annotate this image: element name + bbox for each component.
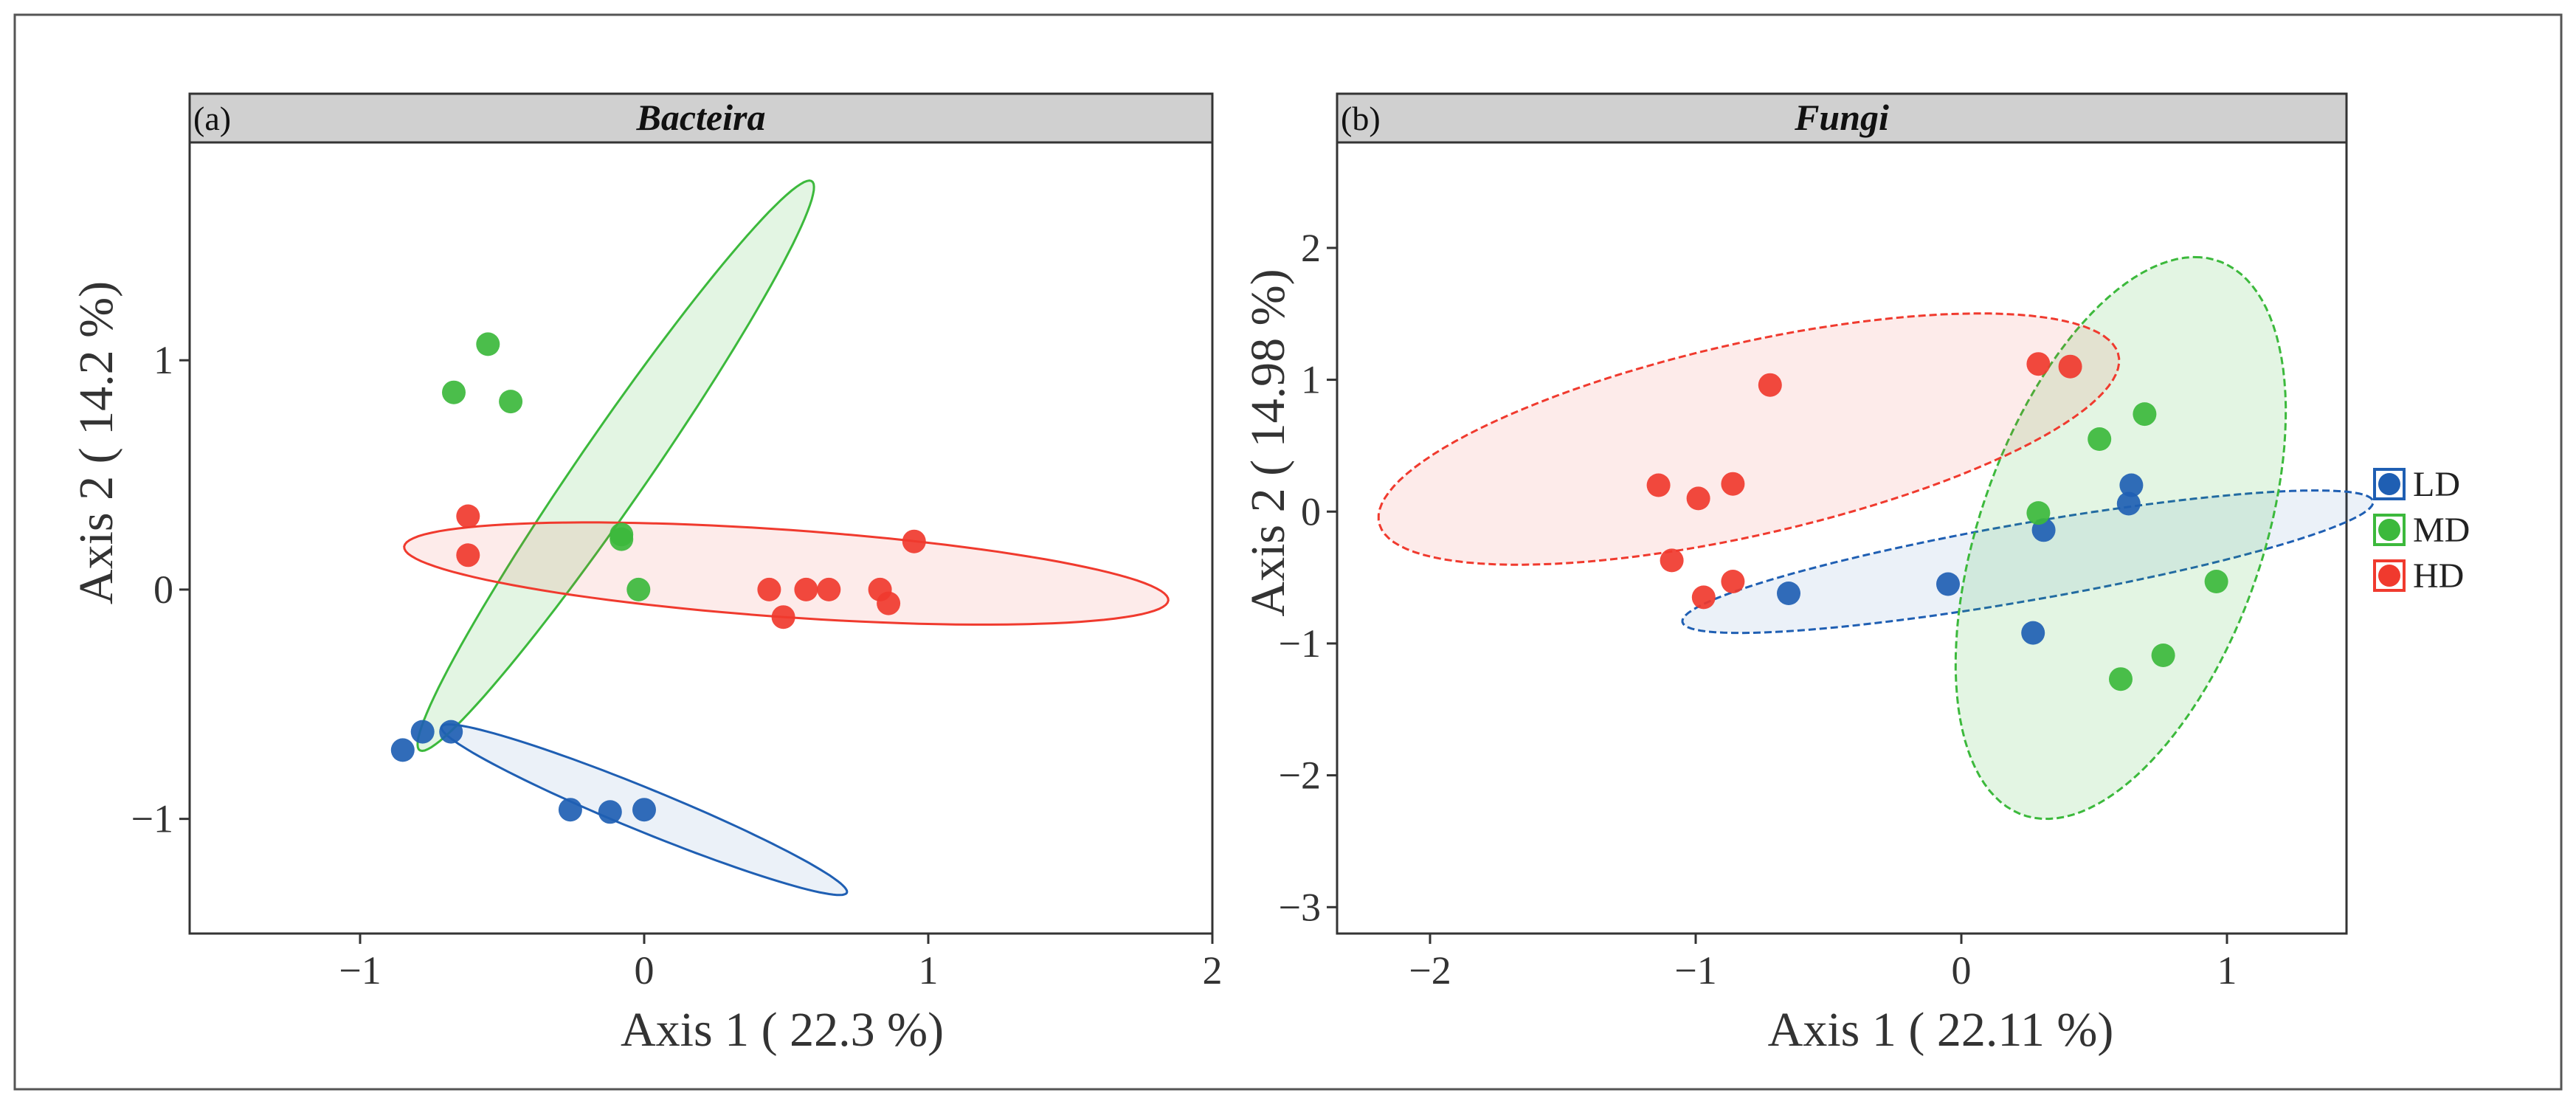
panel-b-point-ld (2116, 491, 2141, 516)
panel-b-y-tick-label: −3 (1279, 885, 1321, 929)
legend-marker-hd (2378, 565, 2400, 587)
legend-label-hd: HD (2413, 556, 2464, 596)
panel-b-point-hd (2026, 352, 2051, 376)
panel-b: (b) Fungi −2 −1 0 1 −3 −2 −1 0 1 2 Axis 1 ( 22.1… (1241, 92, 2375, 1057)
panel-a-point-hd (794, 577, 818, 601)
panel-b-point-ld (2021, 621, 2045, 645)
panel-b-y-tick-label: 0 (1301, 489, 1321, 534)
panel-b-x-tick-label: 1 (2217, 948, 2237, 993)
panel-b-x-tick-label: 0 (1952, 948, 1972, 993)
panel-b-ellipse-hd (1377, 312, 2121, 566)
panel-a-y-tick-label: −1 (131, 797, 173, 841)
panel-a-ellipse-md (416, 179, 815, 753)
panel-a-x-tick-label: −1 (339, 948, 381, 993)
panel-a-point-md (476, 332, 500, 356)
panel-b-point-md (2151, 644, 2175, 667)
panel-b-point-hd (1646, 473, 1671, 497)
panel-a-point-hd (817, 577, 841, 601)
panel-b-y-ticks: −3 −2 −1 0 1 2 (1279, 226, 1337, 929)
panel-b-point-md (2133, 402, 2157, 427)
panel-b-point-ld (1936, 572, 1960, 596)
panel-b-point-hd (1721, 472, 1745, 496)
panel-a-point-md (626, 577, 651, 601)
panel-b-point-ld (2119, 473, 2144, 497)
panel-a-point-ld (410, 720, 435, 744)
legend-item-hd: HD (2373, 556, 2464, 596)
panel-b-y-tick-label: −2 (1279, 753, 1321, 798)
panel-b-title: Fungi (1794, 97, 1889, 138)
panel-a-point-md (442, 380, 466, 404)
legend-label-md: MD (2413, 511, 2470, 550)
panel-a-point-ld (558, 798, 582, 822)
panel-a-point-hd (757, 577, 781, 601)
panel-b-point-hd (1660, 548, 1684, 573)
panel-a-point-hd (902, 529, 926, 553)
panel-b-point-ld (1777, 582, 1800, 605)
panel-b-x-axis-label: Axis 1 ( 22.11 %) (1768, 1003, 2114, 1057)
legend-label-ld: LD (2413, 465, 2460, 504)
legend-item-md: MD (2373, 511, 2470, 550)
panel-a-x-axis-label: Axis 1 ( 22.3 %) (621, 1003, 944, 1057)
legend: LD MD HD (2373, 465, 2470, 596)
panel-a-y-tick-label: 1 (153, 338, 173, 382)
panel-b-strip (1336, 92, 2348, 144)
panel-a-x-tick-label: 1 (919, 948, 939, 993)
panel-b-point-hd (1686, 486, 1710, 511)
panel-a-x-tick-label: 0 (635, 948, 655, 993)
panel-a-point-ld (632, 798, 656, 822)
panel-b-point-md (2026, 501, 2051, 525)
panel-a-ellipse-hd (403, 521, 1170, 626)
panel-a-point-ld (390, 738, 415, 762)
panel-a-x-tick-label: 2 (1203, 948, 1223, 993)
panel-b-y-tick-label: 2 (1301, 226, 1321, 270)
panel-b-point-hd (2058, 354, 2082, 379)
legend-marker-md (2378, 519, 2400, 541)
panel-a-x-ticks: −1 0 1 2 (339, 934, 1223, 993)
panel-a-point-ld (439, 720, 463, 744)
panel-b-point-md (2204, 570, 2228, 593)
panel-a-title: Bacteira (636, 97, 766, 138)
panel-b-points (1646, 352, 2228, 691)
panel-a-y-tick-label: 0 (153, 567, 173, 612)
panel-a-point-hd (456, 504, 480, 528)
panel-b-point-md (2088, 427, 2112, 451)
panel-b-ellipse-ld (1681, 489, 2375, 635)
panel-b-x-tick-label: −2 (1409, 948, 1451, 993)
panel-b-point-md (2109, 667, 2133, 691)
panel-a-point-hd (771, 605, 795, 629)
panel-b-y-axis-label: Axis 2 ( 14.98 %) (1241, 269, 1295, 616)
panel-a-point-hd (456, 543, 480, 567)
panel-a-point-ld (598, 800, 622, 824)
panel-a-point-md (499, 390, 523, 414)
panel-b-point-hd (1721, 570, 1745, 593)
panel-a-y-ticks: −1 0 1 (131, 338, 190, 841)
panel-b-point-hd (1691, 585, 1716, 610)
legend-item-ld: LD (2373, 465, 2460, 504)
panel-b-ellipses (1377, 255, 2375, 821)
panel-a-plot-border (188, 141, 1214, 935)
panel-b-y-tick-label: −1 (1279, 621, 1321, 666)
panel-a-point-md (610, 527, 634, 551)
panel-a: (a) Bacteira −1 0 1 2 −1 0 1 Axis 1 ( 22.3 %)… (69, 92, 1223, 1057)
panel-b-y-tick-label: 1 (1301, 358, 1321, 402)
panel-b-point-hd (1758, 373, 1782, 397)
panel-a-y-axis-label: Axis 2 ( 14.2 %) (69, 281, 123, 604)
legend-marker-ld (2378, 473, 2400, 495)
panel-b-x-ticks: −2 −1 0 1 (1409, 934, 2237, 993)
panel-a-label: (a) (193, 100, 231, 137)
panel-b-ellipse-md (1954, 255, 2287, 821)
figure-frame (13, 13, 2563, 1091)
panel-a-points (390, 332, 926, 824)
panel-b-plot-border (1336, 141, 2348, 935)
panel-a-point-hd (877, 591, 901, 615)
panel-b-label: (b) (1341, 100, 1381, 137)
panel-b-x-tick-label: −1 (1674, 948, 1716, 993)
